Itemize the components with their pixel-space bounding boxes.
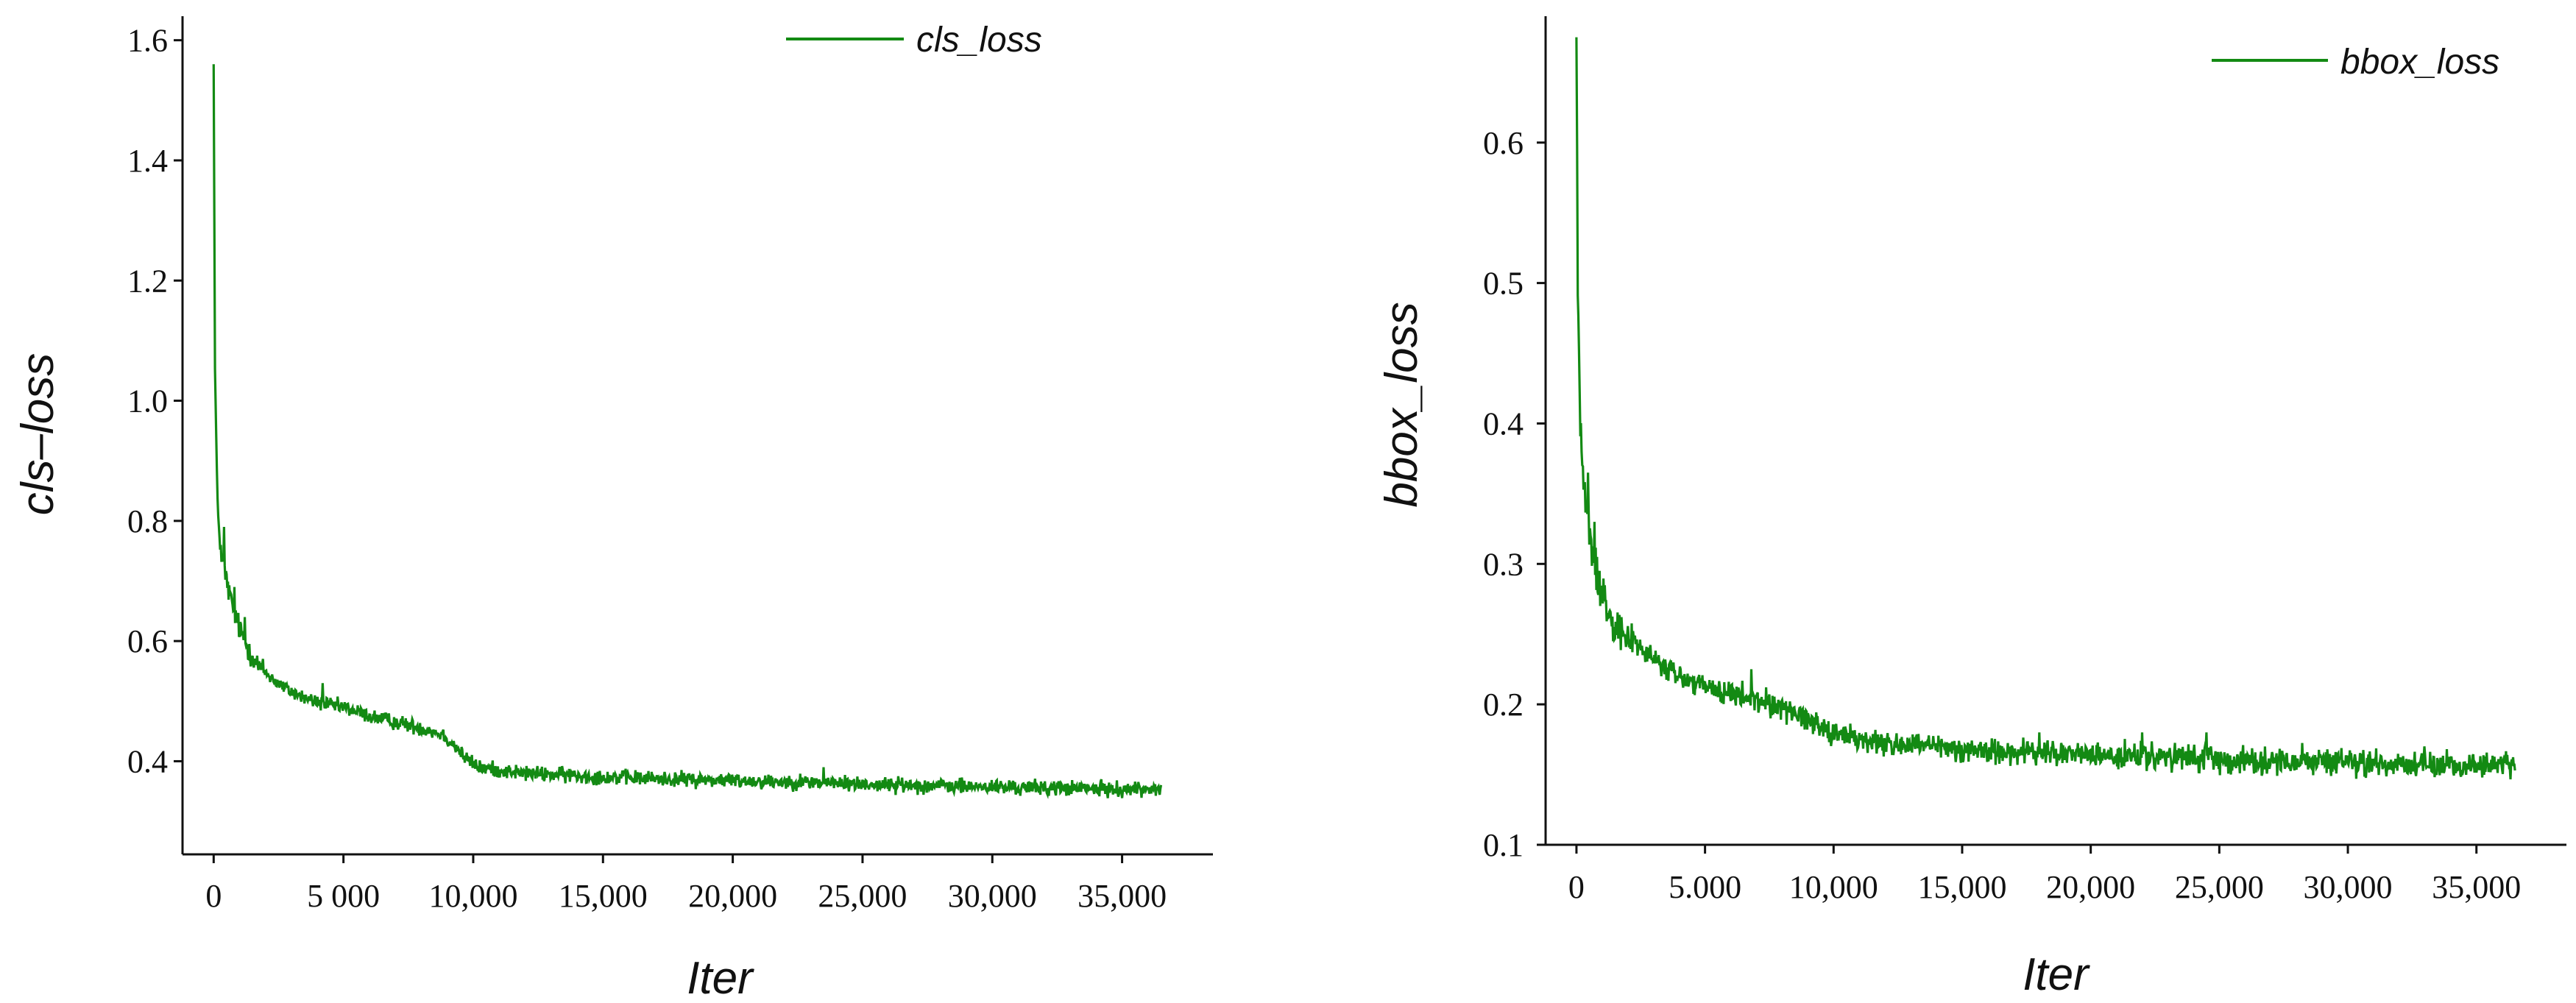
- bbox-legend: bbox_loss: [2212, 43, 2499, 82]
- cls-x-tick-label: 5 000: [307, 878, 380, 914]
- bbox-y-axis-title: bbox_loss: [1376, 302, 1427, 507]
- bbox-x-tick-label: 20,000: [2046, 869, 2135, 905]
- cls-x-tick-label: 10,000: [428, 878, 517, 914]
- cls-x-tick-label: 20,000: [688, 878, 777, 914]
- cls-x-ticks: 0 5 000 10,000 15,000 20,000 25,000 30,000 35,0…: [205, 854, 1167, 914]
- bbox-y-tick-label: 0.3: [1483, 546, 1524, 582]
- cls-y-ticks: 0.4 0.6 0.8 1.0 1.2 1.4 1.6: [127, 23, 183, 779]
- cls-y-tick-label: 1.6: [127, 23, 168, 59]
- bbox-y-tick-label: 0.4: [1483, 405, 1524, 442]
- bbox-y-tick-label: 0.1: [1483, 827, 1524, 863]
- bbox-x-tick-label: 30,000: [2304, 869, 2393, 905]
- bbox-x-axis-title: Iter: [2023, 949, 2090, 1000]
- cls-x-tick-label: 0: [205, 878, 222, 914]
- cls-y-tick-label: 0.6: [127, 623, 168, 659]
- bbox-loss-series-line: [1575, 37, 2516, 780]
- bbox-x-tick-label: 25,000: [2175, 869, 2264, 905]
- cls-x-tick-label: 15,000: [559, 878, 648, 914]
- cls-legend-label: cls_loss: [916, 21, 1042, 60]
- cls-x-tick-label: 30,000: [948, 878, 1037, 914]
- bbox-x-tick-label: 10,000: [1789, 869, 1878, 905]
- cls-x-tick-label: 35,000: [1078, 878, 1167, 914]
- cls-y-tick-label: 1.2: [127, 263, 168, 299]
- bbox-loss-chart: 0.1 0.2 0.3 0.4 0.5 0.6 0 5.000 10,000 15,000 20,…: [1376, 16, 2566, 1000]
- cls-loss-chart: 0.4 0.6 0.8 1.0 1.2 1.4 1.6 0 5 000 10,000 15,000…: [13, 16, 1213, 1003]
- cls-y-tick-label: 1.4: [127, 143, 168, 179]
- bbox-y-tick-label: 0.5: [1483, 266, 1524, 302]
- bbox-y-tick-label: 0.2: [1483, 687, 1524, 723]
- cls-y-tick-label: 0.8: [127, 503, 168, 539]
- cls-y-tick-label: 1.0: [127, 383, 168, 419]
- bbox-x-tick-label: 35,000: [2432, 869, 2521, 905]
- bbox-legend-label: bbox_loss: [2340, 43, 2499, 82]
- bbox-x-tick-label: 0: [1568, 869, 1585, 905]
- cls-legend: cls_loss: [786, 21, 1042, 60]
- bbox-y-tick-label: 0.6: [1483, 125, 1524, 161]
- cls-y-tick-label: 0.4: [127, 743, 168, 779]
- bbox-x-tick-label: 5.000: [1669, 869, 1741, 905]
- bbox-y-ticks: 0.1 0.2 0.3 0.4 0.5 0.6: [1483, 125, 1546, 863]
- cls-loss-series-line: [212, 64, 1163, 800]
- cls-y-axis-title: cls–loss: [13, 353, 63, 516]
- cls-x-axis-title: Iter: [687, 953, 754, 1003]
- cls-x-tick-label: 25,000: [818, 878, 907, 914]
- bbox-x-tick-label: 15,000: [1917, 869, 2006, 905]
- bbox-x-ticks: 0 5.000 10,000 15,000 20,000 25,000 30,000 35,0…: [1568, 845, 2521, 905]
